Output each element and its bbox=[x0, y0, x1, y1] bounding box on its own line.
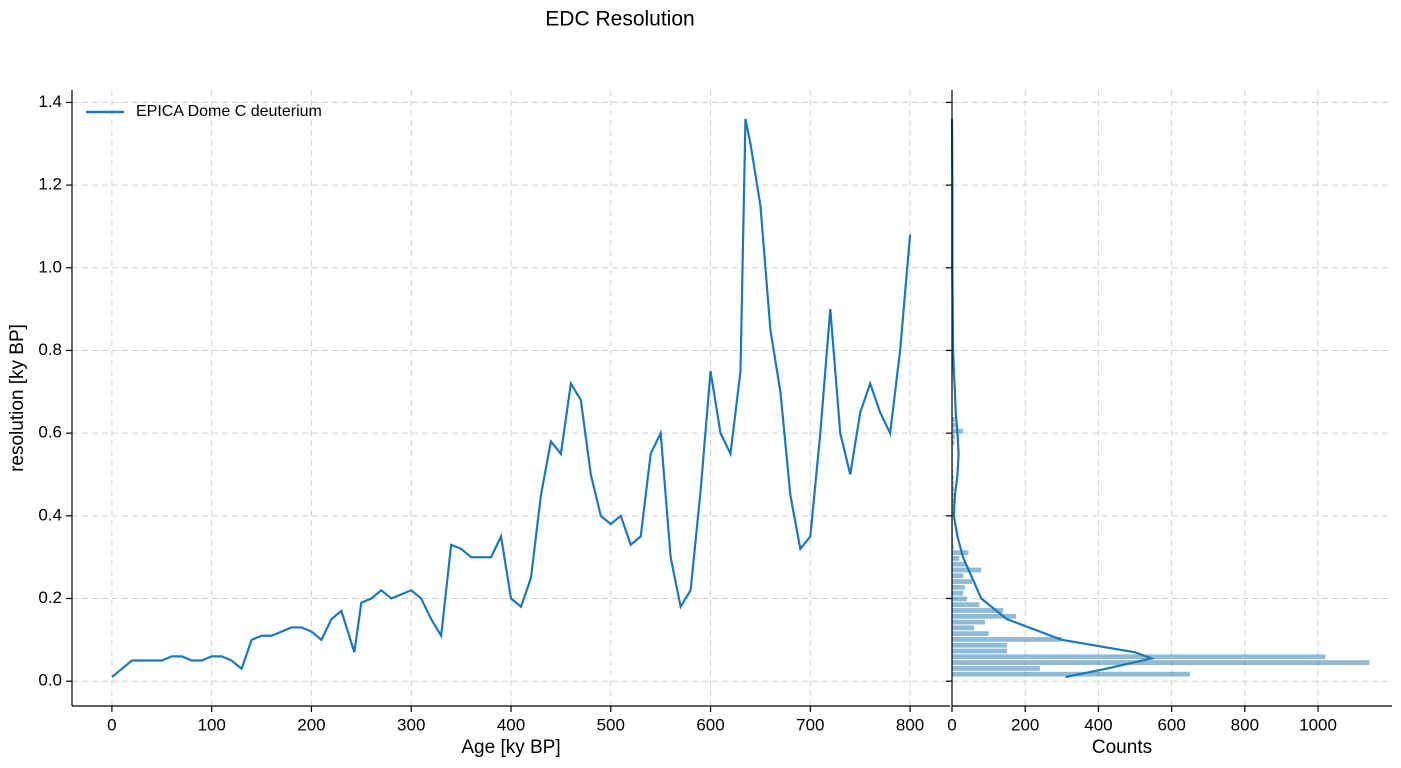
data-line bbox=[111, 118, 912, 678]
hist-bar bbox=[952, 602, 980, 608]
hist-bar bbox=[952, 486, 955, 492]
y-axis-label: resolution [ky BP] bbox=[7, 324, 28, 472]
y-tick-label: 0.8 bbox=[38, 340, 62, 359]
x-tick-label: 100 bbox=[197, 715, 225, 734]
hist-bar bbox=[952, 642, 1007, 648]
x-tick-label: 500 bbox=[597, 715, 625, 734]
hist-bar bbox=[952, 573, 963, 579]
y-tick-label: 1.4 bbox=[38, 92, 62, 111]
hist-bar bbox=[952, 474, 954, 480]
hist-bar bbox=[952, 613, 1017, 619]
hist-bar bbox=[952, 579, 973, 584]
hist-bar bbox=[952, 544, 954, 550]
legend-label: EPICA Dome C deuterium bbox=[136, 103, 322, 120]
x-tick-label: 1000 bbox=[1299, 715, 1337, 734]
x-tick-label: 600 bbox=[696, 715, 724, 734]
hist-bar bbox=[952, 665, 1040, 671]
hist-bar bbox=[952, 654, 1326, 660]
hist-bar bbox=[952, 417, 955, 422]
hist-bar bbox=[952, 596, 967, 602]
hist-bar bbox=[952, 434, 955, 440]
hist-bar bbox=[952, 556, 960, 561]
kde-line bbox=[950, 118, 1156, 679]
y-tick-label: 0.4 bbox=[38, 505, 62, 524]
hist-bar bbox=[952, 631, 989, 637]
x-tick-label: 700 bbox=[796, 715, 824, 734]
x-tick-label: 0 bbox=[107, 715, 116, 734]
hist-bar bbox=[952, 637, 1062, 642]
hist-bar bbox=[952, 671, 1190, 677]
hist-bar bbox=[952, 619, 985, 625]
y-tick-label: 0.0 bbox=[38, 671, 62, 690]
x-tick-label: 200 bbox=[297, 715, 325, 734]
hist-bar bbox=[952, 584, 965, 590]
hist-bar bbox=[952, 590, 963, 596]
x-tick-label: 200 bbox=[1011, 715, 1039, 734]
x-tick-label: 300 bbox=[397, 715, 425, 734]
hist-bar bbox=[952, 422, 956, 428]
x-tick-label: 800 bbox=[896, 715, 924, 734]
figure-title: EDC Resolution bbox=[545, 8, 694, 31]
x-axis-label: Counts bbox=[1092, 737, 1152, 758]
hist-bar bbox=[952, 608, 1004, 613]
hist-bar bbox=[952, 480, 954, 486]
hist-bar bbox=[952, 561, 967, 567]
y-tick-label: 1.2 bbox=[38, 175, 62, 194]
x-axis-label: Age [ky BP] bbox=[461, 737, 560, 758]
x-tick-label: 400 bbox=[497, 715, 525, 734]
hist-bar bbox=[952, 660, 1370, 665]
hist-bar bbox=[952, 492, 955, 498]
y-tick-label: 1.0 bbox=[38, 257, 62, 276]
x-tick-label: 0 bbox=[947, 715, 956, 734]
hist-bar bbox=[952, 625, 974, 631]
hist-bar bbox=[952, 550, 969, 556]
hist-bar bbox=[952, 648, 1007, 654]
y-tick-label: 0.6 bbox=[38, 423, 62, 442]
hist-bar bbox=[952, 440, 955, 446]
hist-bar bbox=[952, 509, 954, 515]
y-tick-label: 0.2 bbox=[38, 588, 62, 607]
x-tick-label: 400 bbox=[1084, 715, 1112, 734]
x-tick-label: 600 bbox=[1157, 715, 1185, 734]
x-tick-label: 800 bbox=[1231, 715, 1259, 734]
hist-bar bbox=[952, 567, 982, 573]
